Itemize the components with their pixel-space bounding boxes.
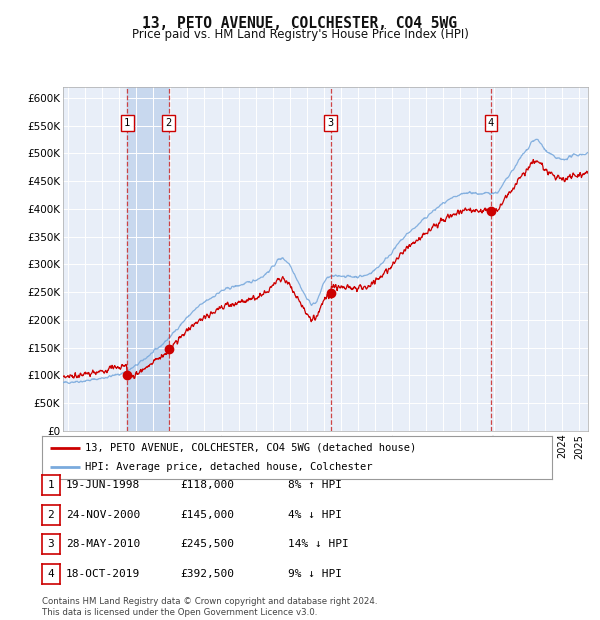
Text: 1: 1 xyxy=(124,118,130,128)
Text: 14% ↓ HPI: 14% ↓ HPI xyxy=(288,539,349,549)
Text: 3: 3 xyxy=(328,118,334,128)
Text: 28-MAY-2010: 28-MAY-2010 xyxy=(66,539,140,549)
Text: £245,500: £245,500 xyxy=(180,539,234,549)
Bar xyxy=(127,87,169,431)
Text: £145,000: £145,000 xyxy=(180,510,234,520)
Text: 2: 2 xyxy=(166,118,172,128)
Text: £118,000: £118,000 xyxy=(180,480,234,490)
Text: 4: 4 xyxy=(488,118,494,128)
Text: £392,500: £392,500 xyxy=(180,569,234,579)
Text: Contains HM Land Registry data © Crown copyright and database right 2024.
This d: Contains HM Land Registry data © Crown c… xyxy=(42,598,377,617)
Text: 3: 3 xyxy=(47,539,55,549)
Text: Price paid vs. HM Land Registry's House Price Index (HPI): Price paid vs. HM Land Registry's House … xyxy=(131,28,469,41)
Text: 24-NOV-2000: 24-NOV-2000 xyxy=(66,510,140,520)
Text: 4% ↓ HPI: 4% ↓ HPI xyxy=(288,510,342,520)
Text: 18-OCT-2019: 18-OCT-2019 xyxy=(66,569,140,579)
Text: 9% ↓ HPI: 9% ↓ HPI xyxy=(288,569,342,579)
Text: 4: 4 xyxy=(47,569,55,579)
Text: 13, PETO AVENUE, COLCHESTER, CO4 5WG: 13, PETO AVENUE, COLCHESTER, CO4 5WG xyxy=(143,16,458,30)
Text: HPI: Average price, detached house, Colchester: HPI: Average price, detached house, Colc… xyxy=(85,463,373,472)
Text: 8% ↑ HPI: 8% ↑ HPI xyxy=(288,480,342,490)
Text: 13, PETO AVENUE, COLCHESTER, CO4 5WG (detached house): 13, PETO AVENUE, COLCHESTER, CO4 5WG (de… xyxy=(85,443,416,453)
Text: 1: 1 xyxy=(47,480,55,490)
Text: 2: 2 xyxy=(47,510,55,520)
Text: 19-JUN-1998: 19-JUN-1998 xyxy=(66,480,140,490)
